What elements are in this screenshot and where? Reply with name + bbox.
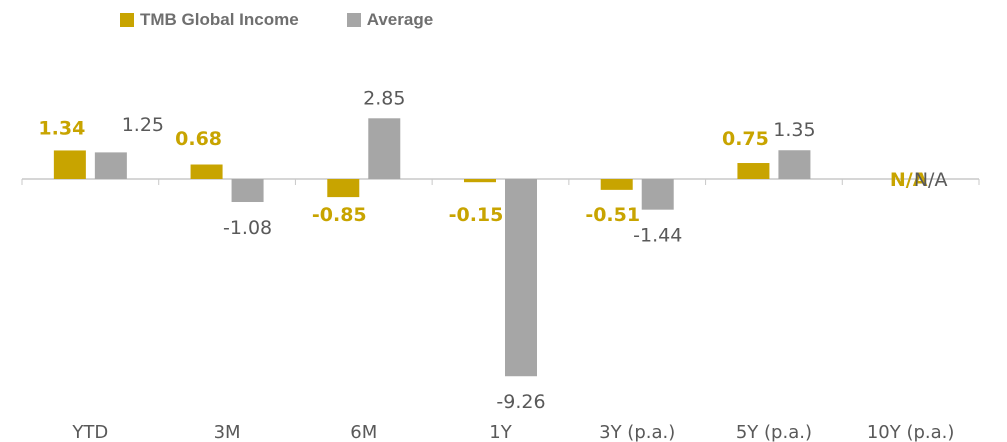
fund-data-label: -0.51 (585, 204, 640, 226)
average-bar (778, 150, 811, 179)
x-tick-label: 1Y (489, 422, 512, 442)
average-data-label: N/A (914, 169, 948, 191)
average-data-label: 1.25 (122, 114, 164, 136)
fund-bar (53, 150, 86, 179)
average-data-label: -1.44 (633, 225, 682, 247)
average-data-label: -1.08 (223, 217, 272, 239)
fund-bar (190, 164, 223, 179)
average-bar (505, 179, 537, 377)
fund-data-label: 1.34 (38, 117, 85, 139)
average-bar (641, 179, 674, 210)
average-data-label: -9.26 (496, 391, 545, 413)
legend-swatch-average (346, 13, 361, 27)
x-tick-label: 6M (350, 422, 377, 442)
chart-legend: TMB Global Income Average (120, 10, 433, 30)
legend-label-fund: TMB Global Income (140, 10, 299, 29)
fund-data-label: N/A (890, 169, 928, 191)
legend-label-average: Average (366, 10, 434, 29)
average-bar (94, 152, 127, 179)
fund-data-label: -0.85 (312, 204, 367, 226)
x-tick-label: 3Y (p.a.) (599, 422, 675, 442)
fund-bar (737, 163, 770, 179)
average-bar (231, 179, 264, 203)
legend-item-average: Average (346, 10, 434, 30)
fund-data-label: -0.15 (449, 204, 504, 226)
legend-swatch-fund (120, 13, 134, 27)
average-data-label: 1.35 (773, 119, 815, 141)
fund-data-label: 0.75 (722, 128, 769, 150)
x-tick-label: 3M (214, 422, 241, 442)
fund-data-label: 0.68 (175, 128, 222, 150)
average-data-label: 2.85 (363, 87, 405, 109)
legend-item-fund: TMB Global Income (120, 10, 299, 30)
x-tick-label: 10Y (p.a.) (867, 422, 955, 442)
x-tick-label: YTD (71, 422, 108, 442)
average-bar (368, 118, 401, 179)
fund-bar (464, 179, 496, 183)
fund-bar (600, 179, 633, 190)
fund-bar (327, 179, 360, 198)
x-tick-label: 5Y (p.a.) (736, 422, 812, 442)
